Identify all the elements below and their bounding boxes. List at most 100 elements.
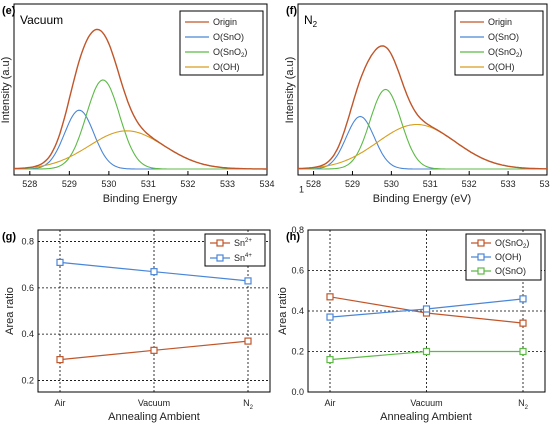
panel-e-legend-oh: O(OH) <box>213 62 240 72</box>
panel-h-marker-osno-2 <box>519 347 527 356</box>
panel-f-label: (f) <box>286 5 297 17</box>
panel-h-y-tick-label-0-4: 0.4 <box>291 306 304 316</box>
panel-h-y-tick-label-1: 1 <box>299 185 304 195</box>
panel-g-y-tick-label-0-4: 0.4 <box>21 329 34 339</box>
panel-e-curve-origin <box>13 28 267 170</box>
panel-g: (g) 0.20.40.60.8 Air Vacuum N2 Area ratio … <box>2 229 271 423</box>
panel-f-x-tick-label-532: 532 <box>462 179 477 189</box>
panel-f-x-tick-label-528: 528 <box>306 179 321 189</box>
panel-h-label: (h) <box>286 231 300 243</box>
panel-h-x-axis-title: Annealing Ambient <box>380 411 472 423</box>
panel-f-x-tick-label-531: 531 <box>423 179 438 189</box>
panel-f-x-tick-label-529: 529 <box>345 179 360 189</box>
panel-g-marker-sn2-1 <box>150 346 158 354</box>
panel-g-y-tick-label-0-8: 0.8 <box>21 237 34 247</box>
panel-g-legend-marker-sn2 <box>216 239 224 247</box>
panel-e-curves <box>13 28 267 170</box>
panel-e-x-tick-label-533: 533 <box>220 179 235 189</box>
panel-f-x-tick-label-533: 533 <box>501 179 516 189</box>
panel-f: (f) N2 528 529 530 531 532 533 534 Intensity (… <box>284 3 550 205</box>
panel-e-x-tick-label-531: 531 <box>141 179 156 189</box>
panel-e-x-tick-label-532: 532 <box>180 179 195 189</box>
panel-h-legend-oh: O(OH) <box>495 252 522 262</box>
panel-e-legend-sno: O(SnO) <box>213 32 244 42</box>
panel-g-legend-sn2: Sn2+ <box>234 238 252 248</box>
panel-g-x-tick-label-n2: N2 <box>243 398 254 411</box>
panel-g-y-tick-label-0-2: 0.2 <box>21 375 34 385</box>
panel-h-marker-osno2-0 <box>326 293 334 301</box>
panel-f-legend: Origin O(SnO) O(SnO2) O(OH) <box>454 10 544 76</box>
panel-e-x-tick-label-528: 528 <box>22 179 37 189</box>
panel-e-curve-osno2 <box>14 79 267 170</box>
panel-g-label: (g) <box>2 231 16 243</box>
panel-h-x-ticks: Air Vacuum N2 <box>325 398 529 411</box>
panel-e-legend: Origin O(SnO) O(SnO2) O(OH) <box>179 10 264 76</box>
panel-h-marker-ooh-0 <box>326 313 334 321</box>
panel-h-marker-osno-0 <box>326 356 334 364</box>
panel-h-marker-osno-1 <box>422 347 431 356</box>
panel-f-y-axis-title: Intensity (a.u) <box>284 57 296 124</box>
panel-g-legend-sn4: Sn4+ <box>234 253 252 263</box>
panel-f-x-axis-title: Binding Energy (eV) <box>373 193 471 205</box>
panel-h-series <box>326 293 527 364</box>
panel-f-legend-sno: O(SnO) <box>488 32 519 42</box>
panel-h-legend-sno2: O(SnO2) <box>495 238 529 250</box>
panel-f-legend-origin: Origin <box>488 17 512 27</box>
panel-f-curve-osno <box>298 115 547 170</box>
panel-e-curve-ooh <box>13 130 267 170</box>
panel-h-y-tick-label-0-6: 0.6 <box>291 266 304 276</box>
panel-g-legend: Sn2+ Sn4+ <box>204 233 266 267</box>
panel-e-x-axis-title: Binding Energy <box>103 193 178 205</box>
panel-f-title: N2 <box>304 13 318 29</box>
panel-f-x-ticks: 528 529 530 531 532 533 534 <box>306 171 550 189</box>
panel-e-title: Vacuum <box>20 13 63 27</box>
panel-h-y-tick-label-0: 0.0 <box>291 387 304 397</box>
panel-h-y-tick-label-0-2: 0.2 <box>291 347 304 357</box>
panel-e-legend-origin: Origin <box>213 17 237 27</box>
panel-g-y-axis-title: Area ratio <box>4 287 16 335</box>
panel-f-curve-osno2 <box>298 88 547 170</box>
panel-g-legend-frame <box>204 233 266 267</box>
panel-h-y-axis-title: Area ratio <box>277 287 289 335</box>
panel-e-label: (e) <box>2 5 16 17</box>
panel-e-y-axis-title: Intensity (a.u) <box>0 57 12 124</box>
panel-e-legend-frame <box>179 10 264 76</box>
panel-f-curves <box>297 45 547 170</box>
panel-g-x-tick-label-air: Air <box>55 398 66 408</box>
panel-h-legend: O(SnO2) O(OH) O(SnO) <box>465 233 542 281</box>
panel-e: (e) Vacuum 528 529 530 531 532 533 534 Intensi… <box>0 3 275 205</box>
panel-g-x-tick-label-vacuum: Vacuum <box>138 398 170 408</box>
panel-f-legend-frame <box>454 10 544 76</box>
panel-e-x-tick-label-530: 530 <box>101 179 116 189</box>
panel-h-marker-osno2-2 <box>519 319 527 327</box>
panel-h-legend-marker-sno <box>477 267 485 275</box>
panel-h-legend-marker-oh <box>477 253 485 261</box>
panel-g-y-ticks: 0.2 0.4 0.6 0.8 <box>21 237 34 386</box>
panel-g-marker-sn4-2 <box>244 277 252 285</box>
panel-e-plot-frame <box>13 3 268 176</box>
panel-e-curve-osno <box>14 109 267 170</box>
panel-g-x-axis-title: Annealing Ambient <box>108 411 200 423</box>
panel-h-legend-sno: O(SnO) <box>495 266 526 276</box>
panel-g-legend-marker-sn4 <box>216 254 224 262</box>
panel-f-plot-frame <box>297 3 548 176</box>
panel-h-x-tick-label-air: Air <box>325 398 336 408</box>
panel-e-x-tick-label-529: 529 <box>62 179 77 189</box>
panel-f-curve-ooh <box>297 123 547 170</box>
panel-f-legend-sno2: O(SnO2) <box>488 47 522 59</box>
panel-e-x-ticks: 528 529 530 531 532 533 534 <box>22 171 275 189</box>
panel-g-marker-sn2-0 <box>56 356 64 364</box>
panel-f-x-tick-label-534: 534 <box>539 179 550 189</box>
panel-h-x-tick-label-vacuum: Vacuum <box>410 398 442 408</box>
panel-h-legend-marker-sno2 <box>477 239 485 247</box>
panel-g-series <box>56 258 252 364</box>
panel-h-marker-ooh-2 <box>519 295 527 303</box>
panel-e-x-tick-label-534: 534 <box>259 179 274 189</box>
panel-f-legend-oh: O(OH) <box>488 62 515 72</box>
panel-h: (h) 0.0 0.2 0.4 0.6 0.8 1 Air Vacuum N2 Area ra… <box>277 185 546 423</box>
panel-f-x-tick-label-530: 530 <box>384 179 399 189</box>
panel-h-marker-ooh-1 <box>422 305 431 313</box>
panel-g-marker-sn4-0 <box>56 258 64 266</box>
panel-h-y-tick-label-0-8: 0.8 <box>291 225 304 235</box>
